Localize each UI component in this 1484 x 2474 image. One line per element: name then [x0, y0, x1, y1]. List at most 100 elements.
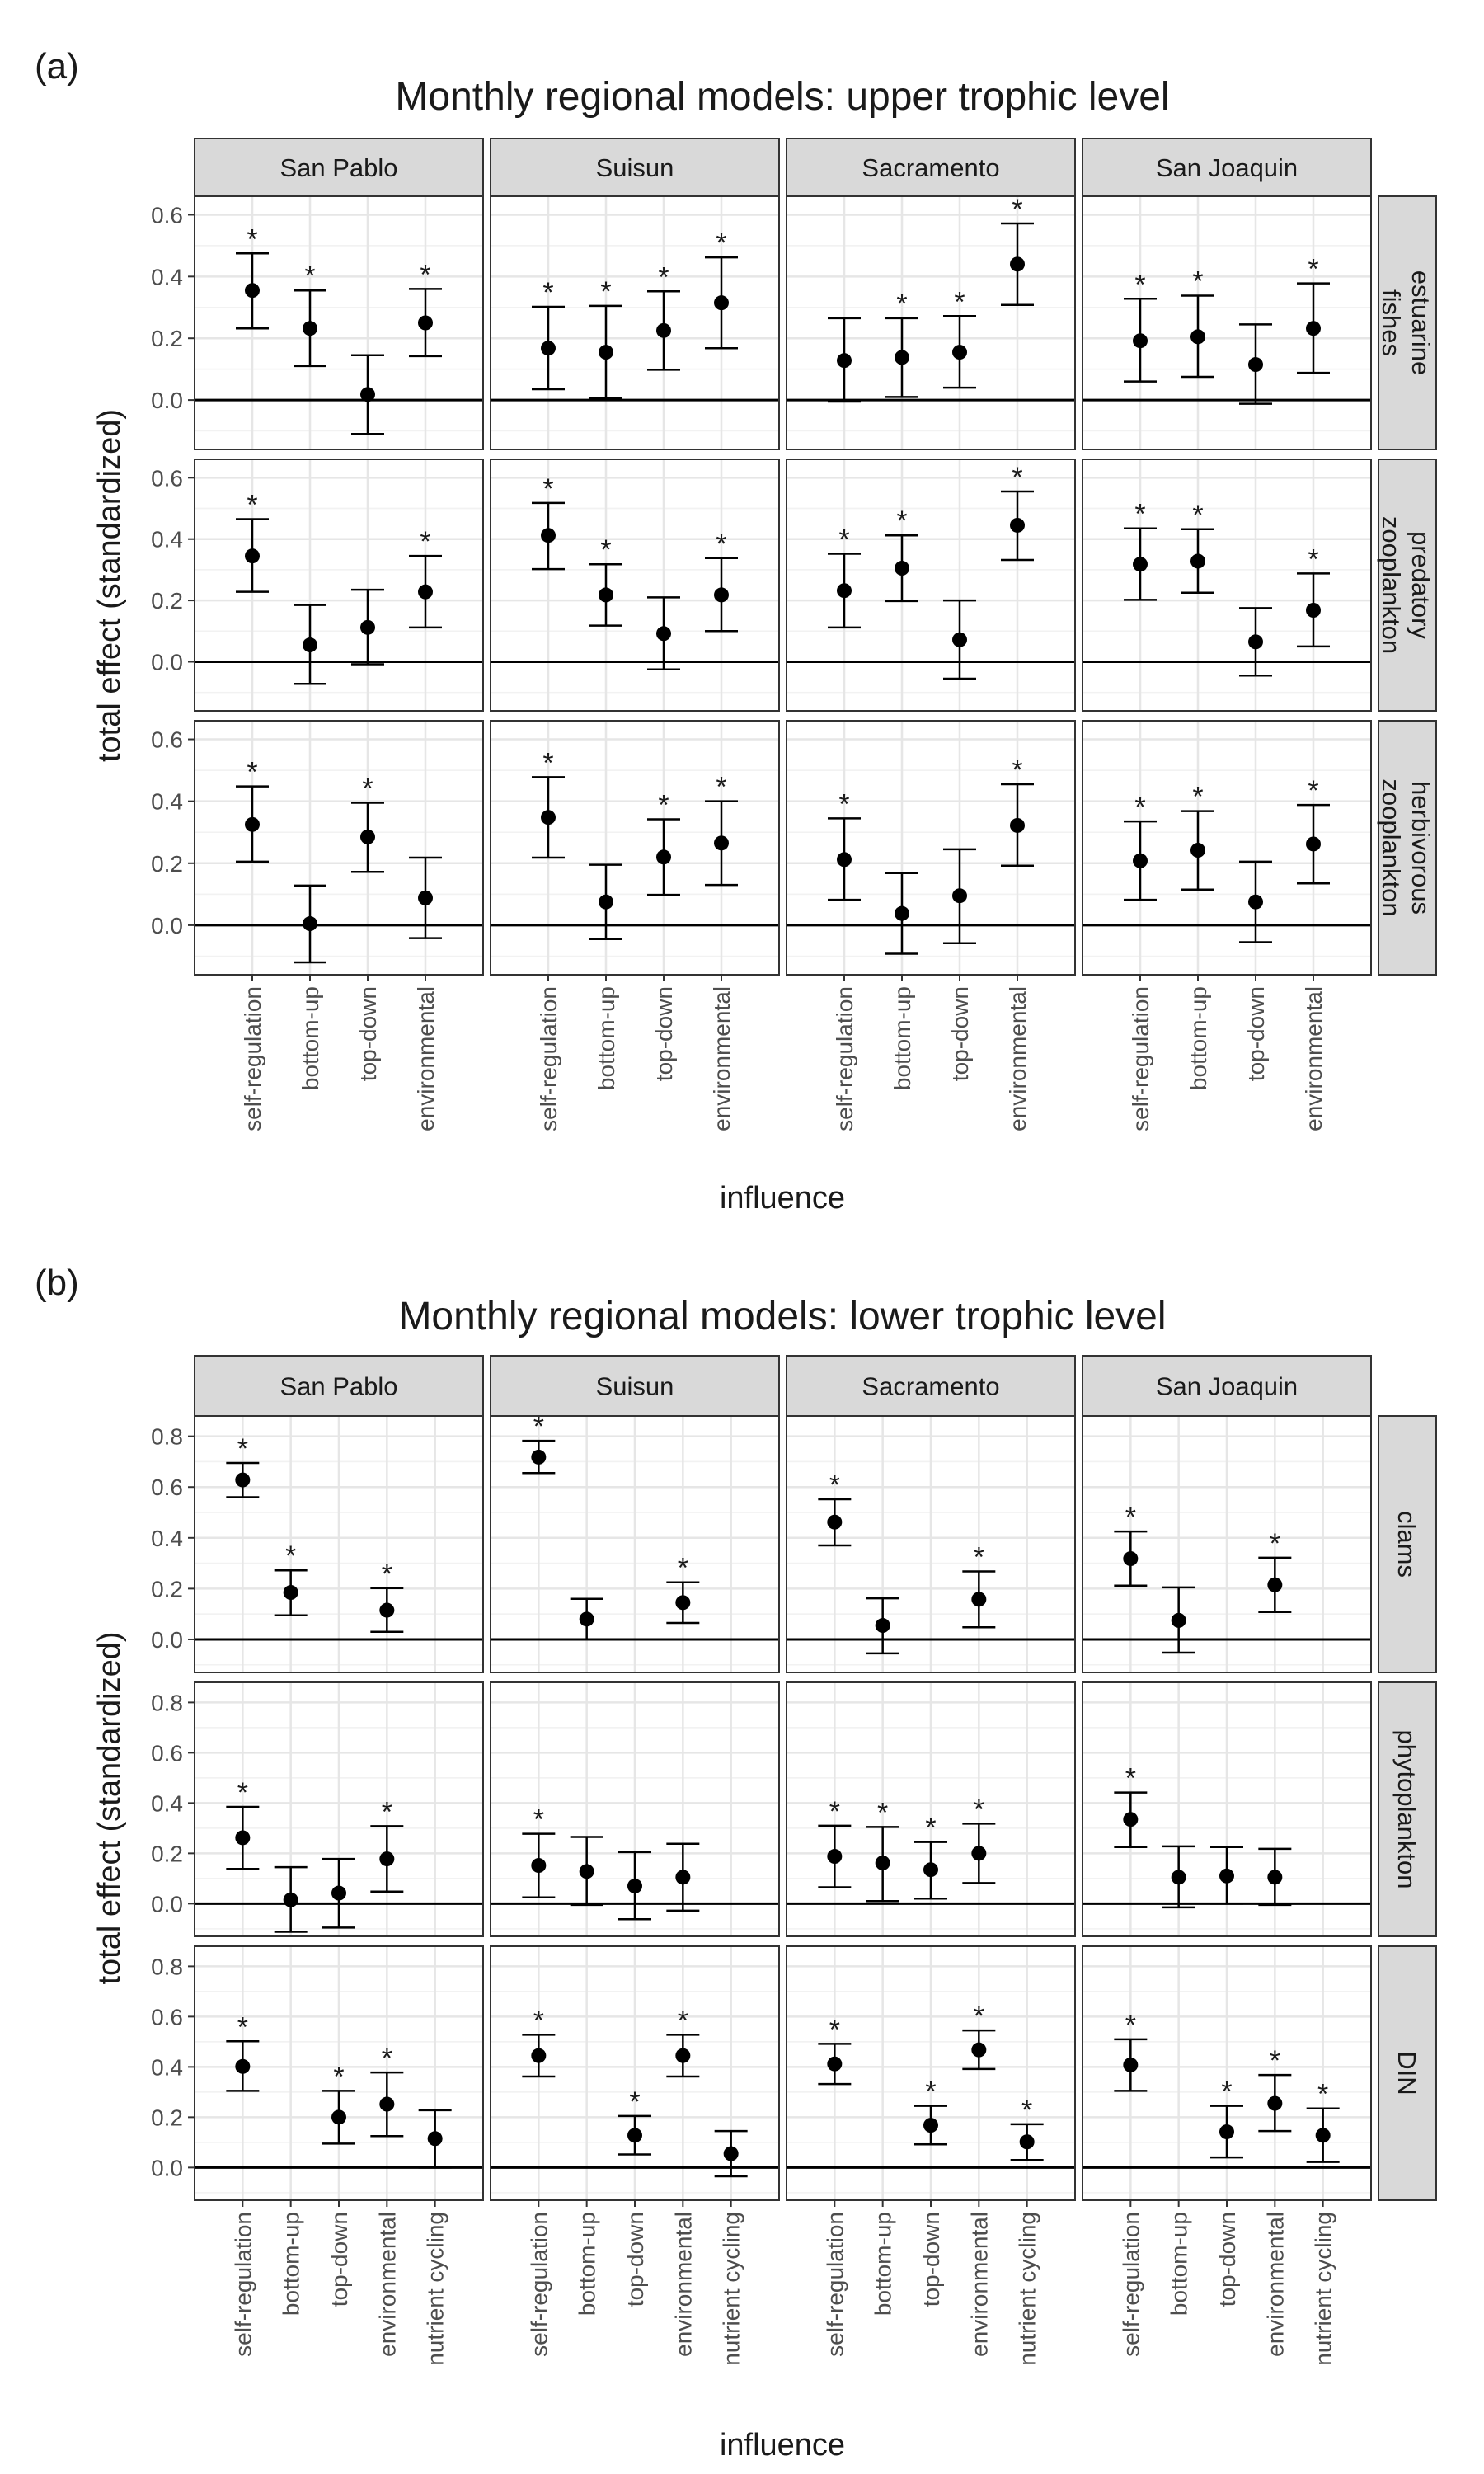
- data-point: [579, 1611, 594, 1627]
- data-point: [952, 632, 967, 647]
- significance-marker: *: [247, 490, 257, 521]
- significance-marker: *: [542, 473, 553, 505]
- data-point: [971, 1846, 987, 1861]
- data-point: [1248, 894, 1263, 910]
- x-tick-label: nutrient cycling: [719, 2212, 744, 2366]
- panel-background: [491, 196, 779, 449]
- data-point: [418, 315, 433, 331]
- data-point: [1123, 1812, 1139, 1827]
- row-strip-label-line: DIN: [1392, 2051, 1421, 2095]
- panel-label: (a): [35, 46, 79, 87]
- data-point: [1171, 1870, 1186, 1885]
- significance-marker: *: [1317, 2079, 1328, 2110]
- significance-marker: *: [1270, 1528, 1280, 1559]
- facet-panel: * * *: [194, 1415, 484, 1673]
- y-tick-label: 0.4: [151, 1526, 183, 1551]
- significance-marker: *: [533, 2005, 544, 2036]
- significance-marker: *: [1270, 2045, 1280, 2077]
- row-strip-label: estuarinefishes: [1377, 270, 1435, 376]
- significance-marker: *: [382, 1559, 392, 1590]
- significance-marker: *: [333, 2061, 344, 2092]
- significance-marker: *: [1125, 1502, 1136, 1533]
- facet-panel: * * *: [490, 1945, 780, 2201]
- panel-background: [787, 721, 1075, 975]
- row-strip-label-line: zooplankton: [1377, 516, 1406, 654]
- data-point: [303, 916, 317, 932]
- panel-border: [490, 720, 780, 976]
- panel-border: [194, 720, 484, 976]
- facet-panel: * * *: [1082, 459, 1372, 712]
- data-point: [245, 283, 260, 299]
- data-point: [837, 583, 852, 599]
- facet-panel: **: [194, 1681, 484, 1937]
- facet-panel: * * *: [194, 1945, 484, 2201]
- data-point: [1123, 1551, 1139, 1567]
- panel-border: [1082, 459, 1372, 712]
- y-tick-label: 0.8: [151, 1690, 183, 1715]
- data-point: [1010, 256, 1025, 272]
- row-strip-label: phytoplankton: [1392, 1729, 1421, 1888]
- x-tick-label: environmental: [709, 986, 735, 1131]
- row-strip-label-line: predatory: [1407, 531, 1435, 639]
- x-tick-label: self-regulation: [230, 2212, 256, 2357]
- x-tick-label: environmental: [413, 986, 439, 1131]
- significance-marker: *: [1021, 2095, 1032, 2126]
- panel-border: [194, 1415, 484, 1673]
- data-point: [1019, 2134, 1035, 2150]
- x-tick-label: environmental: [670, 2212, 696, 2357]
- column-strip-label: San Joaquin: [1156, 1372, 1298, 1401]
- data-point: [656, 322, 671, 338]
- x-tick-label: bottom-up: [575, 2212, 600, 2316]
- data-point: [714, 587, 729, 603]
- y-tick-label: 0.6: [151, 1475, 183, 1500]
- significance-marker: *: [1134, 269, 1145, 300]
- significance-marker: *: [716, 529, 726, 560]
- x-tick-label: top-down: [651, 986, 677, 1081]
- y-tick-label: 0.2: [151, 1841, 183, 1866]
- panel-border: [1082, 195, 1372, 450]
- significance-marker: *: [237, 2011, 248, 2043]
- significance-marker: *: [829, 2014, 840, 2045]
- y-tick-label: 0.4: [151, 789, 183, 815]
- data-point: [971, 1592, 987, 1607]
- data-point: [1171, 1612, 1186, 1628]
- figure-panel-a: (a) Monthly regional models: upper trophi…: [35, 46, 1437, 1216]
- x-tick-label: top-down: [918, 2212, 944, 2307]
- data-point: [714, 295, 729, 311]
- facet-panel: * * *: [1082, 195, 1372, 450]
- row-strip: [1378, 1415, 1437, 1673]
- data-point: [599, 587, 613, 603]
- data-point: [971, 2042, 987, 2058]
- significance-marker: *: [974, 1541, 984, 1573]
- data-point: [245, 816, 260, 832]
- panel-border: [1082, 1681, 1372, 1937]
- x-tick-label: self-regulation: [1118, 2212, 1144, 2357]
- facet-panel: * * *: [194, 195, 484, 450]
- x-tick-label: nutrient cycling: [1311, 2212, 1336, 2366]
- y-tick-label: 0.6: [151, 1740, 183, 1766]
- column-strip: [786, 138, 1076, 197]
- chart-title: Monthly regional models: lower trophic l…: [398, 1295, 1166, 1338]
- row-strip: [1378, 1945, 1437, 2201]
- significance-marker: *: [1308, 543, 1318, 575]
- y-axis-title: total effect (standardized): [92, 1631, 127, 1984]
- column-strip: [194, 138, 484, 197]
- x-tick-label: self-regulation: [832, 986, 857, 1131]
- facet-panel: * * *: [1082, 720, 1372, 976]
- significance-marker: *: [1308, 775, 1318, 807]
- facet-panel: *: [1082, 1681, 1372, 1937]
- row-strip-label-line: estuarine: [1407, 270, 1435, 376]
- data-point: [1306, 321, 1321, 336]
- y-tick-label: 0.6: [151, 465, 183, 491]
- data-point: [827, 1514, 843, 1530]
- data-point: [656, 849, 671, 865]
- significance-marker: *: [678, 1553, 688, 1584]
- data-point: [675, 1595, 691, 1611]
- x-tick-label: environmental: [1301, 986, 1327, 1131]
- data-point: [895, 350, 909, 365]
- data-point: [827, 2056, 843, 2072]
- facet-panel: **: [194, 720, 484, 976]
- panel-background: [195, 459, 483, 711]
- data-point: [1315, 2128, 1331, 2143]
- panel-border: [490, 1681, 780, 1937]
